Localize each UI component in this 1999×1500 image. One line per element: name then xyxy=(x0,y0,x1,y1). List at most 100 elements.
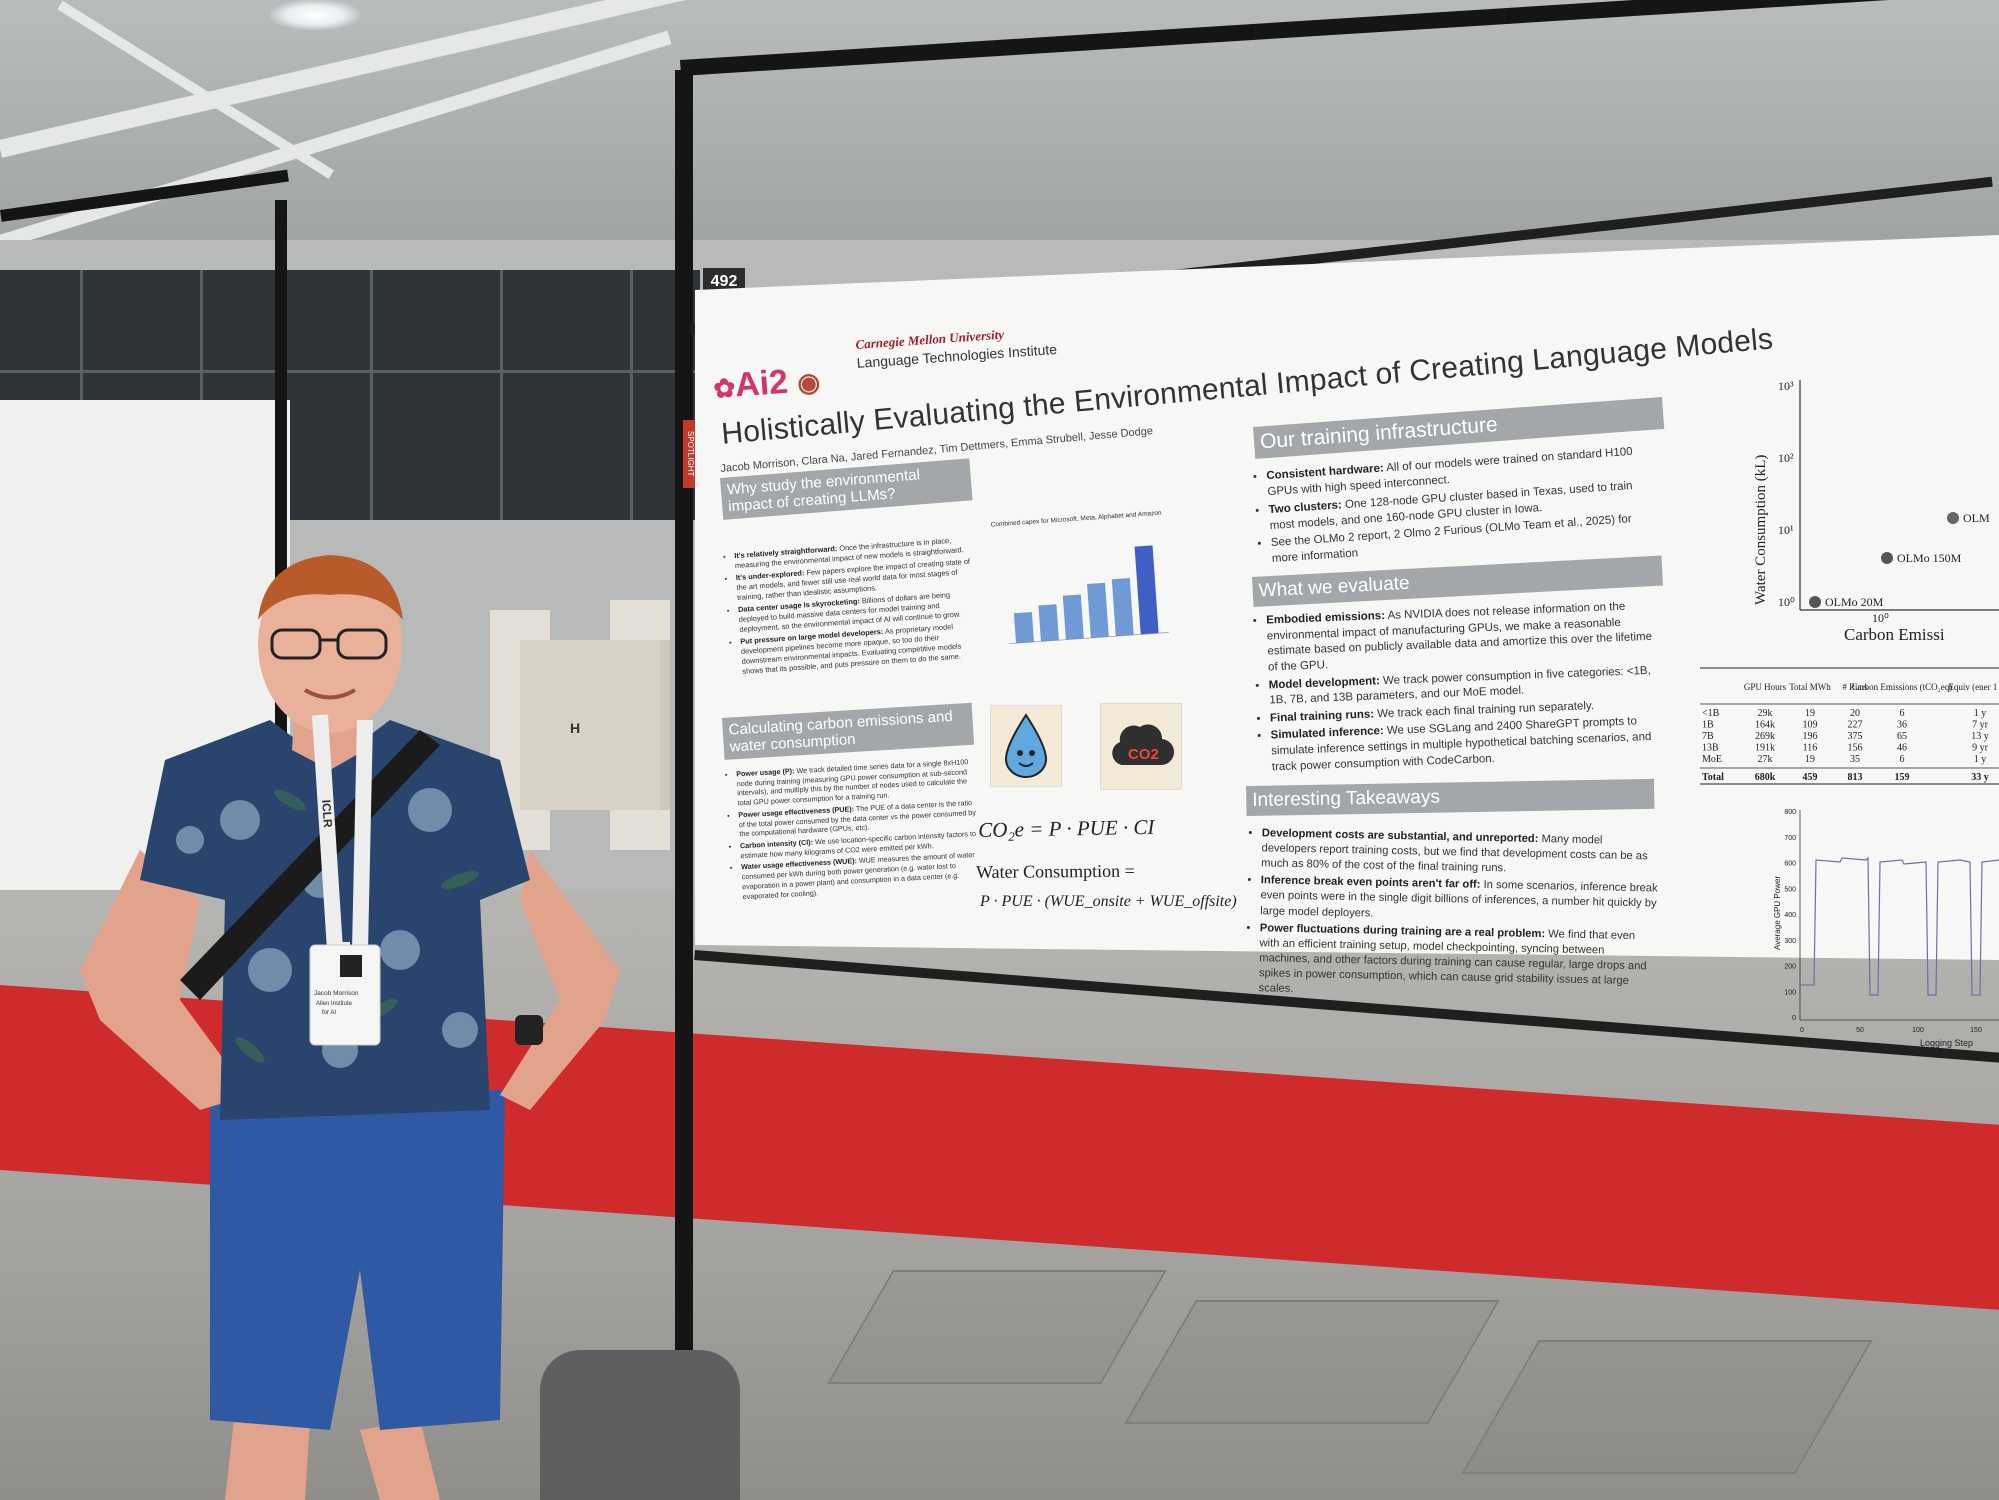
bullet-lead: Embodied emissions: xyxy=(1266,609,1386,627)
table-cell: 227 xyxy=(1848,720,1863,731)
scatter-y-label: Water Consumption (kL) xyxy=(1753,455,1769,605)
scatter-point xyxy=(1947,512,1959,524)
table-cell: 1 y xyxy=(1974,754,1987,765)
table-total-cell: 459 xyxy=(1803,772,1818,783)
ai2-logo: ✿Ai2 ◉ xyxy=(712,361,821,407)
table-cell: 19 xyxy=(1805,708,1815,719)
scatter-x-tick: 10⁰ xyxy=(1872,611,1889,625)
poster-frame-post xyxy=(675,70,693,1500)
scatter-y-tick: 10³ xyxy=(1778,379,1794,393)
badge-org-line1: Allen Institute xyxy=(316,1001,353,1007)
table-cell: 109 xyxy=(1803,720,1818,731)
table-cell: <1B xyxy=(1702,708,1720,719)
bullet-lead: Inference break even points aren't far o… xyxy=(1260,874,1481,892)
backpack xyxy=(540,1350,740,1500)
water-drop-icon xyxy=(1004,713,1048,778)
table-header: Equiv (ener 1 hor xyxy=(1948,682,1999,692)
capex-bar xyxy=(1038,604,1059,642)
table-cell: 269k xyxy=(1755,731,1775,742)
bullet-lead: Simulated inference: xyxy=(1270,725,1384,742)
capex-bar xyxy=(1111,578,1134,637)
bullet-item: Development costs are substantial, and u… xyxy=(1261,826,1660,880)
badge-org-line2: for AI xyxy=(322,1010,336,1016)
table-cell: 6 xyxy=(1900,708,1905,719)
power-y-tick: 100 xyxy=(1784,989,1796,996)
power-y-tick: 400 xyxy=(1784,912,1796,919)
table-cell: 116 xyxy=(1803,743,1818,754)
scatter-point-label: OLM xyxy=(1963,511,1990,525)
power-x-label: Logging Step xyxy=(1920,1038,1973,1048)
table-cell: 13 y xyxy=(1971,731,1989,742)
table-total-cell: 680k xyxy=(1755,772,1776,783)
power-y-tick: 200 xyxy=(1784,964,1796,971)
scatter-point-label: OLMo 150M xyxy=(1897,551,1962,565)
presenter: ICLR Jacob Morrison Allen Institute for … xyxy=(80,555,620,1500)
ai2-flower-icon: ✿ xyxy=(712,372,737,404)
co2-mascot-label: CO2 xyxy=(1128,746,1159,763)
bullet-item: Inference break even points aren't far o… xyxy=(1260,874,1659,928)
spotlight-tag: SPOTLIGHT xyxy=(683,420,697,488)
table-cell: MoE xyxy=(1702,754,1722,765)
power-y-tick: 800 xyxy=(1784,809,1796,816)
capex-bar-chart: Combined capex for Microsoft, Meta, Alph… xyxy=(990,510,1169,644)
power-y-label: Average GPU Power xyxy=(1773,876,1782,950)
power-x-tick: 100 xyxy=(1912,1027,1924,1034)
table-cell: 9 yr xyxy=(1972,743,1989,754)
co2-cloud-mascot: CO2 xyxy=(1100,703,1182,790)
bullet-lead: Model development: xyxy=(1268,674,1381,691)
table-cell: 35 xyxy=(1850,754,1860,765)
power-x-tick: 50 xyxy=(1856,1027,1864,1034)
scatter-point-label: OLMo 20M xyxy=(1825,595,1884,609)
ai2-wave-icon: ◉ xyxy=(796,366,822,399)
table-total-cell: 813 xyxy=(1848,772,1863,783)
table-cell: 191k xyxy=(1755,743,1775,754)
table-cell: 20 xyxy=(1850,708,1860,719)
water-drop-mascot xyxy=(990,705,1062,787)
table-cell: 36 xyxy=(1897,720,1907,731)
lanyard-text: ICLR xyxy=(319,799,335,828)
table-total-cell: Total xyxy=(1702,772,1724,783)
table-cell: 7 yr xyxy=(1972,720,1989,731)
table-header: # Runs xyxy=(1842,682,1868,692)
gpu-power-plot: Average GPU Power 8007006005004003002001… xyxy=(1773,809,1999,1048)
scatter-point xyxy=(1881,552,1893,564)
back-door: H xyxy=(520,640,670,810)
ceiling-light xyxy=(270,0,360,30)
power-y-tick: 700 xyxy=(1784,835,1796,842)
scatter-y-tick: 10² xyxy=(1778,451,1794,465)
table-cell: 46 xyxy=(1897,743,1907,754)
capex-bar xyxy=(1013,611,1034,644)
table-cell: 65 xyxy=(1897,731,1907,742)
table-cell: 13B xyxy=(1702,743,1719,754)
scatter-x-label: Carbon Emissi xyxy=(1844,625,1945,640)
power-y-tick: 600 xyxy=(1784,861,1796,868)
co2-cloud-icon: CO2 xyxy=(1112,724,1174,765)
table-cell: 156 xyxy=(1848,743,1863,754)
table-header: GPU Hours xyxy=(1744,682,1787,692)
table-cell: 375 xyxy=(1848,731,1863,742)
capex-bar xyxy=(1134,545,1159,635)
table-total-cell: 33 y xyxy=(1971,772,1989,783)
power-x-tick: 150 xyxy=(1970,1027,1982,1034)
table-cell: 27k xyxy=(1758,754,1773,765)
bullet-lead: Two clusters: xyxy=(1268,498,1343,516)
ai2-logo-text: Ai2 xyxy=(733,362,790,405)
power-x-tick: 0 xyxy=(1800,1027,1804,1034)
table-header: Total MWh xyxy=(1789,682,1831,692)
table-cell: 7B xyxy=(1702,731,1714,742)
water-vs-carbon-scatter: Water Consumption (kL) 10³ 10² 10¹ 10⁰ 1… xyxy=(1753,379,1999,640)
table-total-cell: 159 xyxy=(1895,772,1910,783)
table-header: Carbon Emissions (tCO₂eq) xyxy=(1852,682,1953,692)
table-cell: 19 xyxy=(1805,754,1815,765)
table-cell: 29k xyxy=(1758,708,1773,719)
capex-bar xyxy=(1087,582,1109,638)
table-cell: 1 y xyxy=(1974,708,1987,719)
section-evaluate-bullets: Embodied emissions: As NVIDIA does not r… xyxy=(1254,599,1660,778)
section-takeaways-bullets: Development costs are substantial, and u… xyxy=(1246,826,1660,1007)
sign-letter: H xyxy=(570,720,581,736)
equation-water-label: Water Consumption = xyxy=(976,860,1135,882)
power-y-tick: 500 xyxy=(1784,886,1796,893)
equation-water-expr: P · PUE · (WUE_onsite + WUE_offsite) xyxy=(980,893,1237,910)
power-series-line xyxy=(1800,856,1999,996)
